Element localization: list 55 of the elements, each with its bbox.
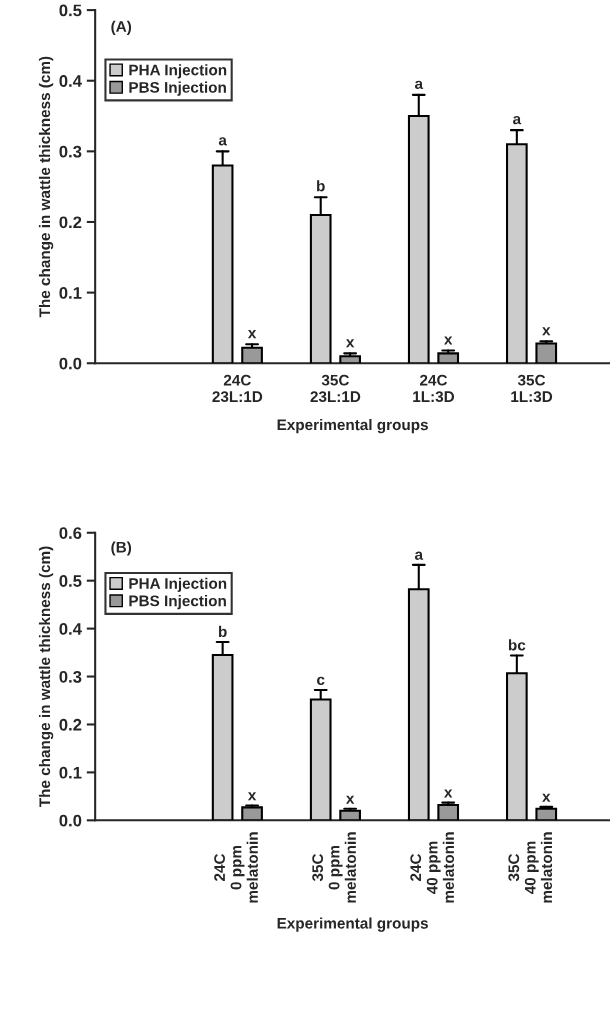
x-tick-label: 24C 0 ppm melatonin bbox=[214, 832, 258, 903]
legend-label: PHA Injection bbox=[129, 577, 227, 592]
legend-label: PHA Injection bbox=[129, 64, 227, 79]
data-label: x bbox=[542, 793, 551, 802]
y-tick-label: 0.1 bbox=[59, 766, 82, 779]
y-tick-label: 0.1 bbox=[59, 287, 82, 299]
y-tick-label: 0.3 bbox=[59, 145, 82, 158]
y-axis-title: The change in wattle thickness (cm) bbox=[38, 546, 54, 808]
data-label: a bbox=[414, 80, 424, 89]
data-label: x bbox=[444, 789, 453, 798]
data-label: bc bbox=[508, 639, 526, 651]
y-tick-label: 0.4 bbox=[59, 75, 82, 87]
y-tick-label: 0.4 bbox=[59, 623, 82, 635]
x-axis-title: Experimental groups bbox=[277, 418, 428, 434]
data-label: b bbox=[317, 180, 325, 192]
bar bbox=[437, 803, 460, 821]
legend-label: PBS Injection bbox=[129, 81, 226, 96]
data-label: c bbox=[317, 676, 325, 686]
data-label: a bbox=[513, 115, 522, 125]
data-label: a bbox=[414, 551, 424, 560]
x-tick-label: 24C 23L:1D bbox=[212, 374, 263, 403]
x-tick-label: 24C 1L:3D bbox=[413, 374, 455, 403]
data-label: x bbox=[345, 795, 355, 804]
bar bbox=[339, 355, 361, 364]
data-label: a bbox=[218, 137, 227, 146]
x-tick-label: 35C 40 ppm melatonin bbox=[508, 832, 553, 903]
x-tick-label: 35C 0 ppm melatonin bbox=[312, 832, 356, 903]
x-axis-title: Experimental groups bbox=[277, 917, 428, 932]
y-tick-label: 0.5 bbox=[59, 4, 82, 17]
y-axis-title: The change in wattle thickness (cm) bbox=[38, 56, 54, 318]
bar bbox=[437, 352, 460, 364]
x-tick-label: 24C 40 ppm melatonin bbox=[410, 832, 455, 903]
data-label: x bbox=[247, 792, 257, 801]
data-label: x bbox=[247, 330, 257, 339]
bar bbox=[535, 807, 558, 821]
y-tick-label: 0.2 bbox=[59, 216, 82, 229]
y-tick-label: 0.0 bbox=[59, 357, 82, 370]
data-label: x bbox=[345, 339, 355, 348]
y-tick-label: 0.0 bbox=[59, 814, 82, 827]
bar bbox=[339, 809, 361, 821]
legend-label: PBS Injection bbox=[129, 595, 226, 610]
data-label: b bbox=[218, 625, 227, 638]
data-label: x bbox=[542, 327, 551, 336]
bar bbox=[241, 346, 263, 364]
y-tick-label: 0.6 bbox=[59, 527, 82, 539]
bar bbox=[535, 342, 558, 364]
y-tick-label: 0.5 bbox=[59, 575, 82, 587]
bar bbox=[241, 806, 263, 821]
x-tick-label: 35C 1L:3D bbox=[511, 374, 553, 403]
text: (B) bbox=[111, 541, 132, 556]
x-tick-label: 35C 23L:1D bbox=[310, 374, 361, 403]
y-tick-label: 0.3 bbox=[59, 670, 82, 683]
data-label: x bbox=[444, 336, 453, 345]
y-tick-label: 0.2 bbox=[59, 718, 82, 731]
text: (A) bbox=[111, 20, 132, 35]
